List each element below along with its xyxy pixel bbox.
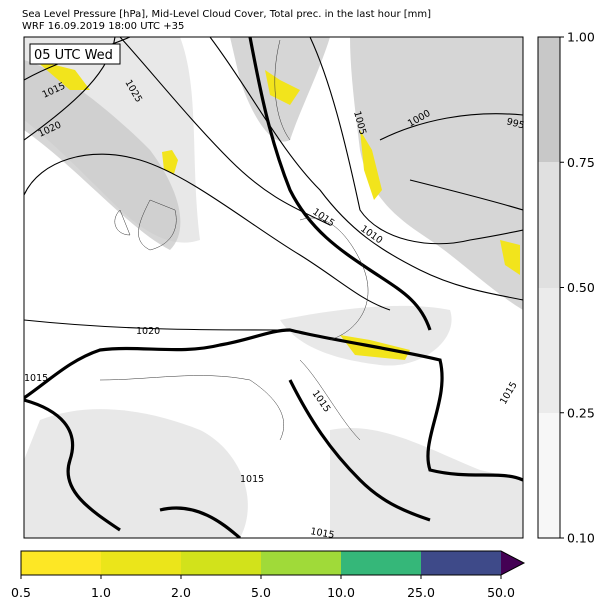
tick-label: 25.0 [407, 585, 435, 600]
cloud-area [330, 428, 523, 538]
colorbar-extension [501, 551, 524, 575]
tick-label: 1.0 [91, 585, 111, 600]
colorbar-segment [341, 551, 421, 575]
coastline [99, 39, 369, 441]
tick-label: 10.0 [327, 585, 355, 600]
title: Sea Level Pressure [hPa], Mid-Level Clou… [22, 9, 431, 20]
colorbar-segment [538, 413, 560, 538]
contour-label: 1015 [240, 474, 264, 485]
colorbar-segment [538, 162, 560, 288]
tick-label: 1.00 [567, 30, 595, 45]
time-box [29, 43, 121, 65]
isobar-1015 [248, 37, 432, 331]
tick-label: 0.75 [567, 155, 595, 170]
isobar-1015 [24, 379, 431, 538]
colorbar-segment [181, 551, 261, 575]
colorbar-segment [421, 551, 501, 575]
cloud-area [350, 37, 523, 310]
isobar [24, 153, 391, 311]
isobar [379, 113, 523, 141]
tick-label: 2.0 [171, 585, 191, 600]
isobar [24, 319, 281, 331]
subtitle: WRF 16.09.2019 18:00 UTC +35 [22, 21, 184, 32]
contour-label: 1015 [309, 526, 335, 541]
precip-area [35, 60, 520, 360]
map: 05 UTC Wed 1015 1025 1020 1005 1000 995 … [23, 36, 526, 541]
cloud-area [24, 409, 248, 538]
tick-label: 0.25 [567, 405, 595, 420]
tick-label: 0.10 [567, 531, 595, 546]
contour-label: 1020 [136, 326, 160, 337]
isobar [209, 37, 523, 301]
cloud-colorbar: 0.10 0.25 0.50 0.75 1.00 [537, 30, 595, 546]
tick-label: 0.5 [11, 585, 31, 600]
cloud-area [24, 60, 181, 250]
isobar [409, 179, 523, 211]
colorbar-segment [538, 288, 560, 413]
tick-label: 5.0 [251, 585, 271, 600]
colorbar-segment [101, 551, 181, 575]
precip-colorbar: 0.5 1.0 2.0 5.0 10.0 25.0 50.0 [11, 550, 526, 600]
colorbar-segment [261, 551, 341, 575]
contour-label: 995 [505, 116, 525, 131]
contour-label: 1015 [24, 373, 48, 384]
tick-label: 50.0 [487, 585, 515, 600]
colorbar-segment [21, 551, 101, 575]
time-label: 05 UTC Wed [34, 48, 113, 63]
isobar [309, 37, 523, 245]
colorbar-segment [538, 37, 560, 162]
isobar-1015 [24, 328, 523, 482]
colorbar-frame [20, 550, 526, 576]
tick-label: 0.50 [567, 280, 595, 295]
map-frame [23, 36, 524, 539]
